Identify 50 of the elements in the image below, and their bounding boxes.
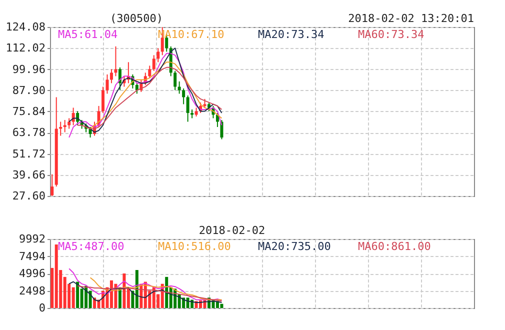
candlestick (220, 119, 224, 140)
y-tick-label: 7494 (19, 250, 46, 263)
y-tick-label: 51.72 (12, 147, 46, 160)
candlestick (110, 68, 113, 84)
y-tick-label: 4996 (19, 267, 46, 280)
y-tick-label: 9992 (19, 232, 46, 246)
candlestick (102, 86, 104, 114)
bar (72, 287, 75, 308)
chart-title: 2018-02-02 (198, 224, 266, 237)
y-tick-label: 0 (38, 302, 46, 314)
chart-title: (300500) (110, 12, 163, 25)
line-series (68, 281, 222, 303)
candlestick (68, 118, 71, 130)
line-series (68, 268, 222, 301)
text: MA60:73.34 (358, 28, 425, 41)
candlestick (186, 94, 190, 122)
y-tick-label: 87.90 (12, 84, 46, 97)
y-tick-label: 112.02 (6, 42, 46, 55)
text: MA5:61.04 (58, 28, 118, 41)
bar (76, 282, 80, 308)
candlestick (174, 70, 177, 91)
candlestick (50, 174, 54, 196)
line-series (77, 285, 222, 302)
y-tick-label: 39.66 (12, 168, 46, 182)
candlestick (114, 46, 118, 77)
candlestick (118, 66, 122, 91)
bar (54, 244, 58, 308)
text: 2018-02-02 13:20:01 (348, 12, 474, 25)
y-tick-label: 99.96 (12, 62, 46, 76)
text: MA20:73.34 (258, 28, 325, 41)
candlestick (148, 65, 152, 78)
candlestick (156, 48, 160, 63)
bar (165, 276, 168, 308)
candlestick (182, 88, 186, 105)
y-tick-label: 75.84 (12, 105, 46, 118)
candlestick (152, 54, 156, 72)
candlestick (63, 119, 66, 133)
text: MA20:735.00 (258, 240, 331, 253)
candlestick (178, 80, 181, 94)
text: MA60:861.00 (358, 240, 431, 253)
bar (122, 273, 126, 308)
y-tick-label: 63.78 (12, 126, 46, 140)
candlestick (106, 74, 109, 94)
bar (220, 304, 224, 308)
y-tick-label: 124.08 (6, 20, 46, 34)
y-tick-label: 27.60 (12, 190, 46, 202)
series-label: MA5:487.00 (58, 240, 124, 253)
line-series (90, 277, 222, 300)
text: MA10:516.00 (158, 240, 231, 253)
y-tick-label: 2498 (19, 284, 46, 298)
